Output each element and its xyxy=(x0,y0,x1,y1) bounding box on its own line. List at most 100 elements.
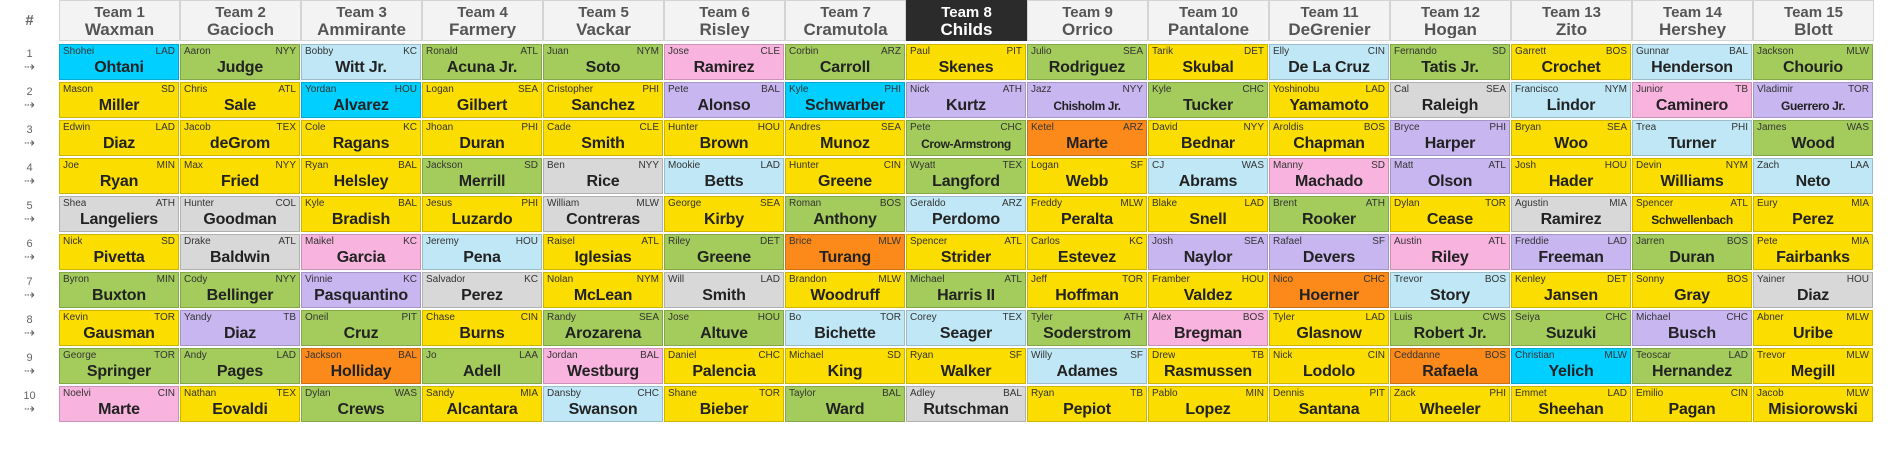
team-header[interactable]: Team 2 Gacioch xyxy=(180,0,301,41)
pick-cell[interactable]: CJ WAS Abrams xyxy=(1148,158,1268,194)
pick-cell[interactable]: Francisco NYM Lindor xyxy=(1511,82,1631,118)
pick-cell[interactable]: Drake ATL Baldwin xyxy=(180,234,300,270)
pick-cell[interactable]: Ryan SF Walker xyxy=(906,348,1026,384)
pick-cell[interactable]: Yoshinobu LAD Yamamoto xyxy=(1269,82,1389,118)
pick-cell[interactable]: Jacob TEX deGrom xyxy=(180,120,300,156)
pick-cell[interactable]: Dennis PIT Santana xyxy=(1269,386,1389,422)
pick-cell[interactable]: Juan NYM Soto xyxy=(543,44,663,80)
pick-cell[interactable]: Jeremy HOU Pena xyxy=(422,234,542,270)
pick-cell[interactable]: Tarik DET Skubal xyxy=(1148,44,1268,80)
team-header[interactable]: Team 8 Childs xyxy=(906,0,1027,41)
pick-cell[interactable]: Nick ATH Kurtz xyxy=(906,82,1026,118)
pick-cell[interactable]: Nico CHC Hoerner xyxy=(1269,272,1389,308)
pick-cell[interactable]: Julio SEA Rodriguez xyxy=(1027,44,1147,80)
pick-cell[interactable]: Jose CLE Ramirez xyxy=(664,44,784,80)
pick-cell[interactable]: Oneil PIT Cruz xyxy=(301,310,421,346)
pick-cell[interactable]: Logan SF Webb xyxy=(1027,158,1147,194)
pick-cell[interactable]: Nolan NYM McLean xyxy=(543,272,663,308)
pick-cell[interactable]: Bo TOR Bichette xyxy=(785,310,905,346)
pick-cell[interactable]: Nick CIN Lodolo xyxy=(1269,348,1389,384)
pick-cell[interactable]: Hunter COL Goodman xyxy=(180,196,300,232)
pick-cell[interactable]: Josh HOU Hader xyxy=(1511,158,1631,194)
pick-cell[interactable]: Rafael SF Devers xyxy=(1269,234,1389,270)
pick-cell[interactable]: Paul PIT Skenes xyxy=(906,44,1026,80)
pick-cell[interactable]: Michael SD King xyxy=(785,348,905,384)
pick-cell[interactable]: Michael ATL Harris II xyxy=(906,272,1026,308)
pick-cell[interactable]: Jesus PHI Luzardo xyxy=(422,196,542,232)
pick-cell[interactable]: Fernando SD Tatis Jr. xyxy=(1390,44,1510,80)
pick-cell[interactable]: Teoscar LAD Hernandez xyxy=(1632,348,1752,384)
pick-cell[interactable]: Gunnar BAL Henderson xyxy=(1632,44,1752,80)
pick-cell[interactable]: Jackson BAL Holliday xyxy=(301,348,421,384)
pick-cell[interactable]: Michael CHC Busch xyxy=(1632,310,1752,346)
pick-cell[interactable]: Shane TOR Bieber xyxy=(664,386,784,422)
pick-cell[interactable]: Roman BOS Anthony xyxy=(785,196,905,232)
team-header[interactable]: Team 10 Pantalone xyxy=(1148,0,1269,41)
pick-cell[interactable]: Garrett BOS Crochet xyxy=(1511,44,1631,80)
pick-cell[interactable]: Christian MLW Yelich xyxy=(1511,348,1631,384)
pick-cell[interactable]: Cade CLE Smith xyxy=(543,120,663,156)
pick-cell[interactable]: Eury MIA Perez xyxy=(1753,196,1873,232)
pick-cell[interactable]: Devin NYM Williams xyxy=(1632,158,1752,194)
pick-cell[interactable]: Cristopher PHI Sanchez xyxy=(543,82,663,118)
pick-cell[interactable]: Jeff TOR Hoffman xyxy=(1027,272,1147,308)
team-header[interactable]: Team 12 Hogan xyxy=(1390,0,1511,41)
pick-cell[interactable]: Jarren BOS Duran xyxy=(1632,234,1752,270)
pick-cell[interactable]: Brent ATH Rooker xyxy=(1269,196,1389,232)
pick-cell[interactable]: Nick SD Pivetta xyxy=(59,234,179,270)
pick-cell[interactable]: Brandon MLW Woodruff xyxy=(785,272,905,308)
pick-cell[interactable]: Ronald ATL Acuna Jr. xyxy=(422,44,542,80)
pick-cell[interactable]: Edwin LAD Diaz xyxy=(59,120,179,156)
pick-cell[interactable]: Max NYY Fried xyxy=(180,158,300,194)
pick-cell[interactable]: George TOR Springer xyxy=(59,348,179,384)
pick-cell[interactable]: Pete CHC Crow-Armstrong xyxy=(906,120,1026,156)
pick-cell[interactable]: Carlos KC Estevez xyxy=(1027,234,1147,270)
pick-cell[interactable]: Matt ATL Olson xyxy=(1390,158,1510,194)
pick-cell[interactable]: Pablo MIN Lopez xyxy=(1148,386,1268,422)
pick-cell[interactable]: Nathan TEX Eovaldi xyxy=(180,386,300,422)
pick-cell[interactable]: Vladimir TOR Guerrero Jr. xyxy=(1753,82,1873,118)
team-header[interactable]: Team 13 Zito xyxy=(1511,0,1632,41)
pick-cell[interactable]: Austin ATL Riley xyxy=(1390,234,1510,270)
pick-cell[interactable]: Elly CIN De La Cruz xyxy=(1269,44,1389,80)
pick-cell[interactable]: Vinnie KC Pasquantino xyxy=(301,272,421,308)
pick-cell[interactable]: Riley DET Greene xyxy=(664,234,784,270)
pick-cell[interactable]: Aroldis BOS Chapman xyxy=(1269,120,1389,156)
pick-cell[interactable]: Willy SF Adames xyxy=(1027,348,1147,384)
pick-cell[interactable]: Wyatt TEX Langford xyxy=(906,158,1026,194)
pick-cell[interactable]: Corbin ARZ Carroll xyxy=(785,44,905,80)
pick-cell[interactable]: Sonny BOS Gray xyxy=(1632,272,1752,308)
pick-cell[interactable]: Salvador KC Perez xyxy=(422,272,542,308)
pick-cell[interactable]: Byron MIN Buxton xyxy=(59,272,179,308)
pick-cell[interactable]: Jackson MLW Chourio xyxy=(1753,44,1873,80)
pick-cell[interactable]: Brice MLW Turang xyxy=(785,234,905,270)
pick-cell[interactable]: Framber HOU Valdez xyxy=(1148,272,1268,308)
pick-cell[interactable]: Raisel ATL Iglesias xyxy=(543,234,663,270)
pick-cell[interactable]: Dylan TOR Cease xyxy=(1390,196,1510,232)
pick-cell[interactable]: Jhoan PHI Duran xyxy=(422,120,542,156)
team-header[interactable]: Team 11 DeGrenier xyxy=(1269,0,1390,41)
pick-cell[interactable]: Maikel KC Garcia xyxy=(301,234,421,270)
pick-cell[interactable]: Emmet LAD Sheehan xyxy=(1511,386,1631,422)
pick-cell[interactable]: Bryan SEA Woo xyxy=(1511,120,1631,156)
pick-cell[interactable]: Jordan BAL Westburg xyxy=(543,348,663,384)
pick-cell[interactable]: Jazz NYY Chisholm Jr. xyxy=(1027,82,1147,118)
pick-cell[interactable]: Freddie LAD Freeman xyxy=(1511,234,1631,270)
pick-cell[interactable]: Spencer ATL Schwellenbach xyxy=(1632,196,1752,232)
team-header[interactable]: Team 15 Blott xyxy=(1753,0,1874,41)
pick-cell[interactable]: Noelvi CIN Marte xyxy=(59,386,179,422)
pick-cell[interactable]: Ryan BAL Helsley xyxy=(301,158,421,194)
pick-cell[interactable]: Tyler ATH Soderstrom xyxy=(1027,310,1147,346)
pick-cell[interactable]: Zack PHI Wheeler xyxy=(1390,386,1510,422)
pick-cell[interactable]: Drew TB Rasmussen xyxy=(1148,348,1268,384)
pick-cell[interactable]: Ben NYY Rice xyxy=(543,158,663,194)
pick-cell[interactable]: Jackson SD Merrill xyxy=(422,158,542,194)
pick-cell[interactable]: Andres SEA Munoz xyxy=(785,120,905,156)
pick-cell[interactable]: Kevin TOR Gausman xyxy=(59,310,179,346)
pick-cell[interactable]: Aaron NYY Judge xyxy=(180,44,300,80)
pick-cell[interactable]: Blake LAD Snell xyxy=(1148,196,1268,232)
pick-cell[interactable]: Zach LAA Neto xyxy=(1753,158,1873,194)
pick-cell[interactable]: Adley BAL Rutschman xyxy=(906,386,1026,422)
pick-cell[interactable]: Manny SD Machado xyxy=(1269,158,1389,194)
pick-cell[interactable]: Jacob MLW Misiorowski xyxy=(1753,386,1873,422)
